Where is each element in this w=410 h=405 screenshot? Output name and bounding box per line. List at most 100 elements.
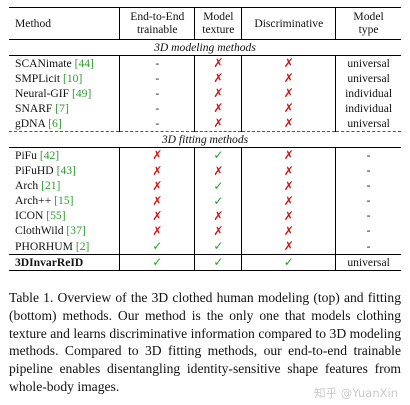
cross-icon: ✗ bbox=[283, 86, 294, 101]
comparison-table: Method End-to-End trainable Model textur… bbox=[9, 7, 401, 271]
disc-cell: ✗ bbox=[241, 239, 336, 255]
model-type-value: - bbox=[366, 239, 371, 253]
citation-ref: [55] bbox=[46, 209, 66, 223]
model-type-value: individual bbox=[345, 86, 393, 100]
cross-icon: ✗ bbox=[283, 239, 294, 254]
method-name: Arch++ bbox=[15, 194, 52, 208]
dash-value: - bbox=[155, 56, 160, 70]
header-type-line1: Model bbox=[353, 10, 384, 23]
type-cell: universal bbox=[335, 55, 401, 72]
method-cell: ClothWild [37] bbox=[9, 224, 120, 239]
model-type-value: universal bbox=[347, 56, 390, 70]
header-type: Model type bbox=[335, 7, 401, 40]
disc-cell: ✗ bbox=[241, 193, 336, 209]
check-icon: ✓ bbox=[213, 255, 224, 270]
check-icon: ✓ bbox=[213, 239, 224, 254]
texture-cell: ✗ bbox=[194, 71, 242, 87]
dash-value: - bbox=[155, 101, 160, 115]
method-name: Arch bbox=[15, 179, 39, 193]
method-name: SNARF bbox=[15, 101, 53, 115]
type-cell: - bbox=[335, 193, 401, 209]
cross-icon: ✗ bbox=[152, 223, 163, 238]
method-cell: Arch [21] bbox=[9, 179, 120, 194]
disc-cell: ✗ bbox=[241, 71, 336, 87]
method-name: 3DInvarReID bbox=[15, 255, 84, 269]
model-type-value: - bbox=[366, 194, 371, 208]
method-cell: SMPLicit [10] bbox=[9, 71, 120, 86]
check-icon: ✓ bbox=[152, 239, 163, 254]
method-name: Neural-GIF bbox=[15, 86, 70, 100]
citation-ref: [43] bbox=[56, 164, 76, 178]
cross-icon: ✗ bbox=[283, 163, 294, 178]
method-name: SMPLicit bbox=[15, 71, 61, 85]
citation-ref: [10] bbox=[63, 71, 83, 85]
header-disc: Discriminative bbox=[241, 7, 336, 40]
group-heading-row: 3D fitting methods bbox=[9, 131, 401, 149]
citation-ref: [42] bbox=[39, 148, 60, 162]
e2e-cell: - bbox=[119, 86, 195, 102]
method-cell: ICON [55] bbox=[9, 209, 120, 224]
model-type-value: - bbox=[366, 179, 371, 193]
model-type-value: - bbox=[366, 148, 371, 162]
model-type-value: - bbox=[366, 164, 371, 178]
method-name: gDNA bbox=[15, 116, 46, 130]
header-texture: Model texture bbox=[194, 7, 242, 40]
type-cell: universal bbox=[335, 254, 401, 271]
watermark: 知乎 @YuanXin bbox=[314, 386, 398, 400]
texture-cell: ✗ bbox=[194, 208, 242, 224]
texture-cell: ✓ bbox=[194, 147, 242, 164]
cross-icon: ✗ bbox=[213, 163, 224, 178]
check-icon: ✓ bbox=[213, 178, 224, 193]
model-type-value: universal bbox=[347, 116, 390, 130]
e2e-cell: - bbox=[119, 116, 195, 132]
cross-icon: ✗ bbox=[213, 71, 224, 86]
model-type-value: - bbox=[366, 224, 371, 238]
table-row-ours: 3DInvarReID ✓ ✓ ✓ universal bbox=[9, 254, 401, 271]
cross-icon: ✗ bbox=[283, 116, 294, 131]
header-texture-line1: Model bbox=[203, 10, 234, 23]
method-name: PHORHUM bbox=[15, 239, 73, 253]
cross-icon: ✗ bbox=[283, 178, 294, 193]
texture-cell: ✗ bbox=[194, 223, 242, 240]
e2e-cell: ✗ bbox=[119, 147, 195, 164]
method-cell: Arch++ [15] bbox=[9, 194, 120, 209]
type-cell: - bbox=[335, 163, 401, 179]
dash-value: - bbox=[155, 116, 160, 130]
e2e-cell: - bbox=[119, 55, 195, 72]
model-type-value: individual bbox=[345, 101, 393, 115]
texture-cell: ✗ bbox=[194, 86, 242, 102]
table-row: SCANimate [44] - ✗ ✗ universal bbox=[9, 55, 401, 72]
e2e-cell: ✗ bbox=[119, 223, 195, 240]
method-cell: SNARF [7] bbox=[9, 101, 120, 116]
method-cell: SCANimate [44] bbox=[9, 56, 120, 72]
disc-cell: ✗ bbox=[241, 178, 336, 194]
type-cell: - bbox=[335, 239, 401, 255]
texture-cell: ✗ bbox=[194, 55, 242, 72]
cross-icon: ✗ bbox=[283, 223, 294, 238]
cross-icon: ✗ bbox=[213, 56, 224, 70]
citation-ref: [37] bbox=[66, 224, 86, 238]
texture-cell: ✗ bbox=[194, 163, 242, 179]
model-type-value: universal bbox=[347, 71, 390, 85]
citation-ref: [6] bbox=[48, 116, 62, 130]
texture-cell: ✓ bbox=[194, 178, 242, 194]
cross-icon: ✗ bbox=[152, 178, 163, 193]
table-row: PiFu [42] ✗ ✓ ✗ - bbox=[9, 147, 401, 164]
table-row: ICON [55] ✗ ✗ ✗ - bbox=[9, 208, 401, 224]
disc-cell: ✗ bbox=[241, 147, 336, 164]
disc-cell: ✗ bbox=[241, 163, 336, 179]
texture-cell: ✗ bbox=[194, 116, 242, 132]
disc-cell: ✗ bbox=[241, 116, 336, 132]
method-name: ClothWild bbox=[15, 224, 64, 238]
cross-icon: ✗ bbox=[283, 193, 294, 208]
cross-icon: ✗ bbox=[213, 101, 224, 116]
e2e-cell: ✓ bbox=[119, 254, 195, 271]
table-row: Neural-GIF [49] - ✗ ✗ individual bbox=[9, 86, 401, 102]
e2e-cell: ✓ bbox=[119, 239, 195, 255]
method-name: SCANimate bbox=[15, 56, 72, 70]
cross-icon: ✗ bbox=[152, 163, 163, 178]
e2e-cell: - bbox=[119, 101, 195, 117]
citation-ref: [15] bbox=[54, 194, 74, 208]
header-e2e-line2: trainable bbox=[137, 23, 178, 36]
table-row: PHORHUM [2] ✓ ✓ ✗ - bbox=[9, 239, 401, 255]
